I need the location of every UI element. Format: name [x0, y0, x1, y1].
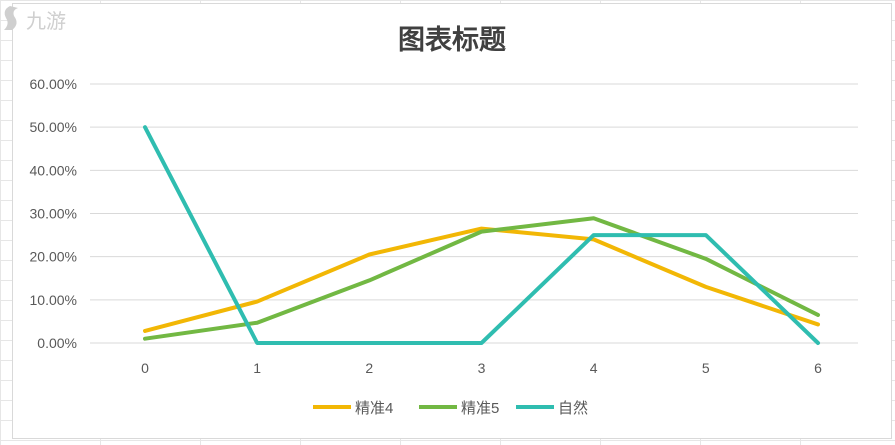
legend[interactable]: 精准4 精准5 自然 — [313, 400, 588, 417]
y-tick-label: 10.00% — [30, 292, 77, 308]
legend-label: 自然 — [558, 400, 588, 417]
y-axis-ticks: 0.00% 10.00% 20.00% 30.00% 40.00% 50.00% 60.00… — [30, 76, 77, 351]
series-line[interactable] — [143, 125, 820, 345]
y-tick-label: 20.00% — [30, 249, 77, 265]
chart-area[interactable] — [12, 3, 892, 439]
y-tick-label: 30.00% — [30, 206, 77, 222]
y-tick-label: 60.00% — [30, 76, 77, 92]
jiuyou-logo: 九游 — [4, 6, 66, 33]
series-line[interactable] — [143, 216, 820, 341]
x-tick-label: 6 — [814, 360, 822, 376]
svg-text:九游: 九游 — [26, 9, 66, 33]
chart-title: 图表标题 — [398, 25, 506, 56]
y-tick-label: 40.00% — [30, 162, 77, 178]
y-tick-label: 0.00% — [37, 335, 77, 351]
y-tick-label: 50.00% — [30, 119, 77, 135]
x-tick-label: 1 — [253, 360, 261, 376]
x-tick-label: 4 — [590, 360, 598, 376]
x-tick-label: 0 — [141, 360, 149, 376]
series-lines — [143, 125, 820, 345]
legend-label: 精准4 — [355, 400, 393, 417]
gridlines — [90, 83, 858, 344]
x-tick-label: 5 — [702, 360, 710, 376]
legend-label: 精准5 — [461, 400, 499, 417]
x-tick-label: 3 — [478, 360, 486, 376]
series-line[interactable] — [143, 226, 820, 333]
x-tick-label: 2 — [365, 360, 373, 376]
x-axis-ticks: 0 1 2 3 4 5 6 — [141, 360, 822, 376]
